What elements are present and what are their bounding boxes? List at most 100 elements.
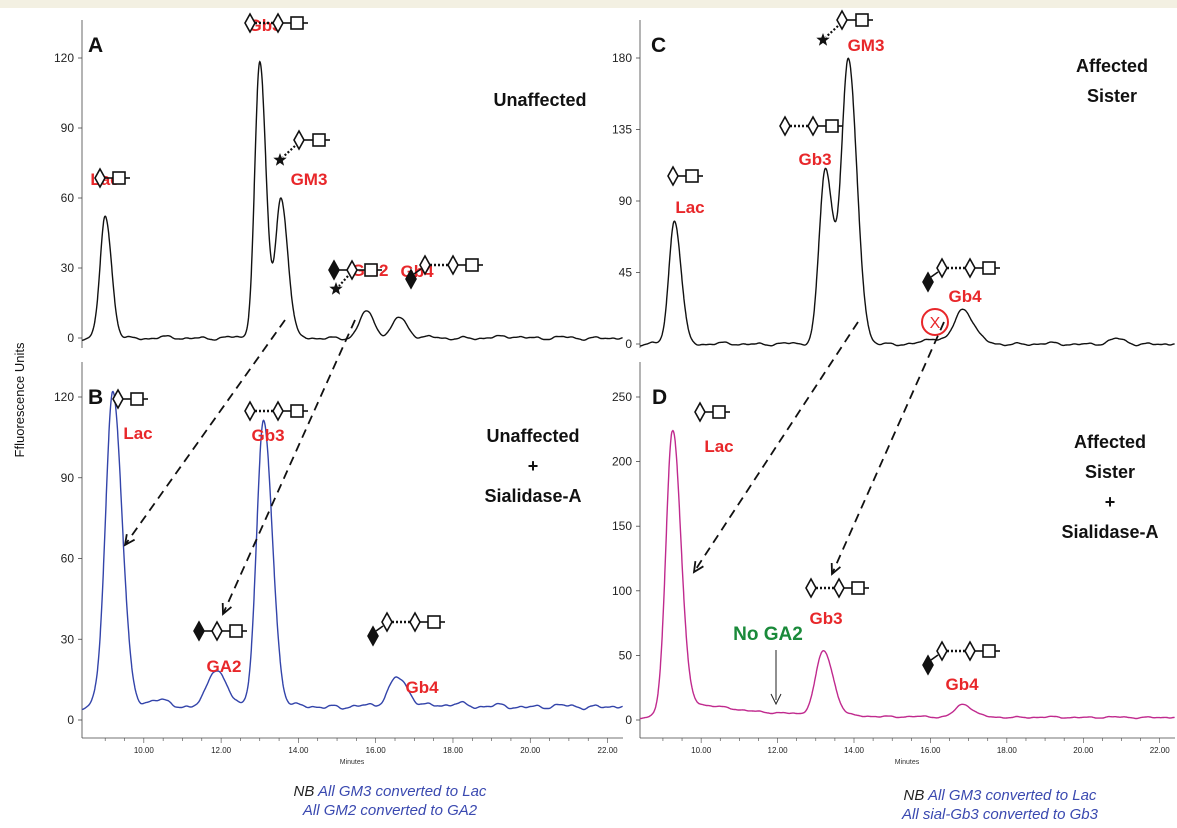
arrow-gm3-to-lac-right — [693, 321, 859, 573]
note-right-line-2: All sial-Gb3 converted to Gb3 — [902, 806, 1098, 823]
white-diamond-icon — [211, 620, 223, 642]
white-diamond-icon — [833, 577, 845, 599]
condition-label: Unaffected — [486, 426, 579, 446]
glycan-gm3-icon — [816, 9, 873, 46]
white-diamond-icon — [272, 400, 284, 422]
glycan-lac-icon — [112, 388, 148, 410]
y-tick-label: 30 — [61, 261, 75, 275]
peak-label-lac: Lac — [123, 424, 152, 443]
x-tick-label: 18.00 — [997, 746, 1018, 755]
glycan-gb4-icon — [922, 257, 1000, 293]
dotted-link-icon — [338, 275, 349, 287]
glycan-gm3-icon — [273, 129, 330, 166]
x-tick-label: 18.00 — [443, 746, 464, 755]
white-diamond-icon — [293, 129, 305, 151]
peak-label-lac: Lac — [675, 198, 704, 217]
glycan-gm2-icon — [328, 259, 382, 295]
peak-label-x: X — [930, 315, 941, 332]
x-tick-label: 16.00 — [920, 746, 941, 755]
y-tick-label: 135 — [612, 123, 632, 137]
white-diamond-icon — [447, 254, 459, 276]
y-tick-label: 45 — [619, 266, 633, 280]
white-diamond-icon — [667, 165, 679, 187]
condition-label: Unaffected — [493, 90, 586, 110]
x-tick-label: 10.00 — [134, 746, 155, 755]
square-icon — [427, 615, 441, 629]
condition-label: Affected — [1076, 56, 1148, 76]
y-tick-label: 0 — [67, 713, 74, 727]
black-diamond-icon — [922, 654, 934, 676]
dotted-link-icon — [825, 25, 839, 38]
white-diamond-icon — [836, 9, 848, 31]
panel-c: 0 45 90 135 180 C Affected Sister Lac Gb3 GM3 Gb4 X — [612, 20, 1175, 351]
black-diamond-icon — [922, 271, 934, 293]
square-icon — [855, 13, 869, 27]
y-tick-label: 120 — [54, 51, 74, 65]
link-icon — [930, 654, 939, 661]
trace-line — [640, 429, 1175, 720]
glycan-lac-icon — [694, 401, 730, 423]
y-tick-label: 90 — [61, 471, 75, 485]
panel-letter: C — [651, 34, 666, 57]
black-diamond-icon — [328, 259, 340, 281]
glycan-gb4-icon — [367, 611, 445, 647]
white-diamond-icon — [409, 611, 421, 633]
trace-line — [640, 57, 1175, 347]
panel-letter: A — [88, 34, 103, 57]
glycan-ga2-icon — [193, 620, 247, 642]
y-tick-label: 150 — [612, 519, 632, 533]
glycan-gb3-icon — [244, 12, 308, 34]
black-diamond-icon — [193, 620, 205, 642]
condition-label: + — [1105, 492, 1116, 512]
y-tick-label: 60 — [61, 552, 75, 566]
white-diamond-icon — [936, 257, 948, 279]
white-diamond-icon — [805, 577, 817, 599]
y-tick-label: 90 — [619, 194, 633, 208]
x-tick-label: 12.00 — [211, 746, 232, 755]
square-icon — [685, 169, 699, 183]
peak-label-gb4: Gb4 — [945, 675, 979, 694]
panel-d: 0 50 100 150 200 250 10.00 12.00 14.00 16.00 18.00… — [612, 362, 1175, 755]
x-tick-label: 22.00 — [1150, 746, 1171, 755]
glycan-gb3-icon — [805, 577, 869, 599]
y-axis-label: Ffluorescence Units — [12, 342, 27, 457]
x-tick-label: 20.00 — [520, 746, 541, 755]
white-diamond-icon — [964, 640, 976, 662]
y-tick-label: 90 — [61, 121, 75, 135]
square-icon — [712, 405, 726, 419]
peak-label-gb3: Gb3 — [809, 609, 842, 628]
white-diamond-icon — [694, 401, 706, 423]
note-left-line-2: All GM2 converted to GA2 — [302, 802, 478, 819]
square-icon — [825, 119, 839, 133]
y-tick-label: 100 — [612, 584, 632, 598]
arrow-sialgb3-to-gb3-head-icon — [830, 562, 841, 576]
white-diamond-icon — [272, 12, 284, 34]
square-icon — [364, 263, 378, 277]
white-diamond-icon — [244, 400, 256, 422]
circled-x-icon — [921, 308, 949, 336]
star-icon — [329, 282, 343, 295]
square-icon — [130, 392, 144, 406]
arrow-gm2-to-ga2 — [222, 319, 356, 615]
y-tick-label: 50 — [619, 648, 633, 662]
arrow-gm3-to-lac-left-head-icon — [123, 534, 136, 547]
panel-a: 0306090120AUnaffectedLacGb3GM3GM2Gb4 — [54, 16, 623, 348]
glycan-lac-icon — [667, 165, 703, 187]
white-diamond-icon — [244, 12, 256, 34]
square-icon — [851, 581, 865, 595]
square-icon — [312, 133, 326, 147]
black-diamond-icon — [405, 268, 417, 290]
y-tick-label: 0 — [625, 337, 632, 351]
note-right-line-1: All GM3 converted to Lac — [928, 787, 1097, 804]
note-right-prefix: NB — [903, 787, 925, 804]
glycan-gb3-icon — [779, 115, 843, 137]
square-icon — [982, 261, 996, 275]
x-tick-label: 14.00 — [844, 746, 865, 755]
no-ga2-label: No GA2 — [733, 624, 803, 645]
condition-label: Sialidase-A — [1061, 522, 1158, 542]
star-icon — [273, 153, 287, 166]
note-left-line-1: All GM3 converted to Lac — [318, 783, 487, 800]
white-diamond-icon — [936, 640, 948, 662]
square-icon — [290, 404, 304, 418]
